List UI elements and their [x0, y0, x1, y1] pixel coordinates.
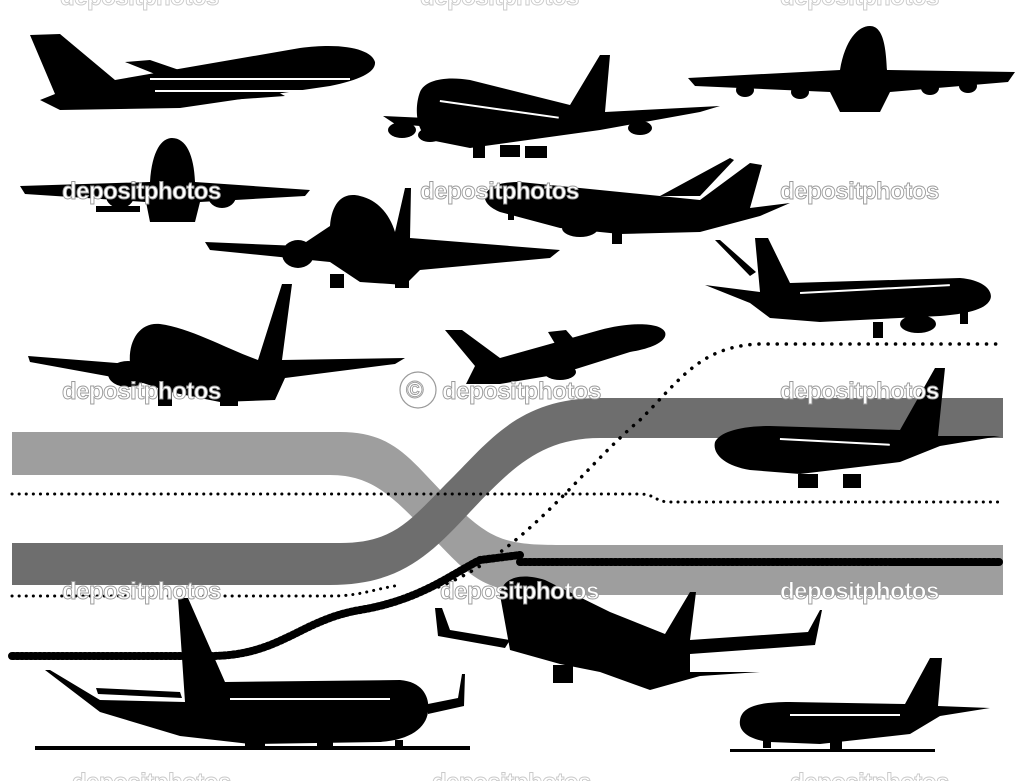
watermark-text: depositphotos [790, 769, 949, 781]
airplane-jet-small-climbing [445, 324, 666, 384]
watermark-text: depositphotos [62, 378, 221, 405]
stripe-light [12, 432, 1003, 595]
dotted-line-upper [10, 492, 1002, 504]
stripe-dark [12, 398, 1003, 585]
watermark-text: depositphotos [60, 0, 219, 11]
watermark-text: depositphotos [780, 178, 939, 205]
watermark-text: depositphotos [420, 0, 579, 11]
svg-text:©: © [406, 377, 424, 404]
watermark-text: depositphotos [440, 578, 599, 605]
watermark-text: depositphotos [72, 769, 231, 781]
airplane-737-side-right [705, 238, 991, 338]
airplane-jet-climbing-bottom [435, 576, 822, 690]
airplane-twinjet-front [20, 138, 310, 222]
watermark-text: depositphotos [62, 178, 221, 205]
airplane-737-small-side [739, 658, 990, 750]
dotted-line-rising [428, 342, 1002, 592]
watermark-text: depositphotos [420, 178, 579, 205]
watermark-text: depositphotos [62, 578, 221, 605]
watermark-text: depositphotos [780, 0, 939, 11]
dotted-lines [8, 342, 1004, 660]
airplane-747-front [688, 26, 1015, 112]
watermark-copyright-logo: © [399, 371, 437, 409]
watermark-text: depositphotos [780, 578, 939, 605]
runway-line-right [730, 749, 935, 752]
airplane-737-rear-side [28, 284, 405, 406]
airplane-jet-climbing-side [484, 158, 790, 244]
airplane-a380-side [30, 34, 376, 110]
watermark-text: depositphotos [780, 378, 939, 405]
watermark-text: depositphotos [442, 378, 601, 405]
airplane-747-climbing [383, 55, 720, 158]
background-stripes [12, 398, 1003, 595]
airplane-jet-rear [205, 188, 560, 288]
airplane-737-side-middle [714, 368, 1000, 488]
airplane-737-on-runway [45, 598, 465, 748]
watermarks: depositphotos depositphotos depositphoto… [60, 0, 950, 781]
watermark-text: depositphotos [432, 769, 591, 781]
dashed-line-bottom [8, 551, 524, 660]
